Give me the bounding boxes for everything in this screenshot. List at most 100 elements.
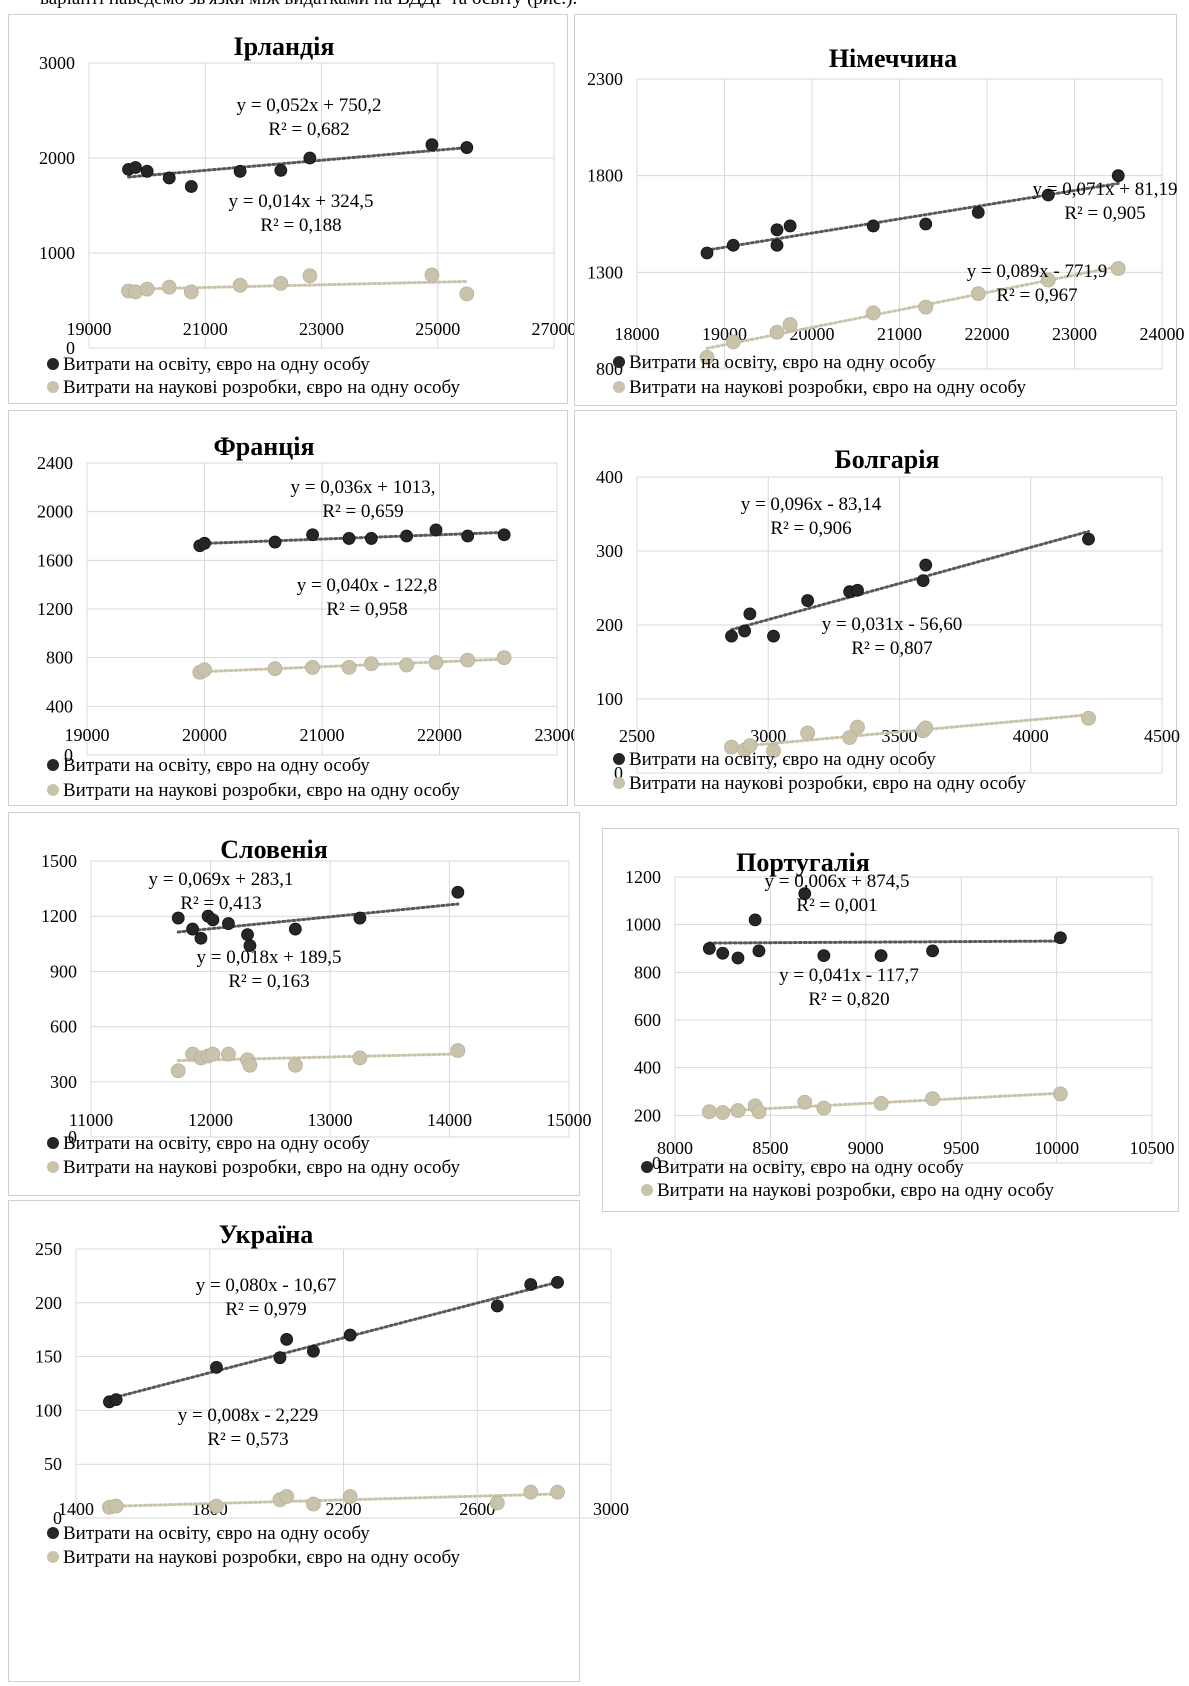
trend-r2-education: R² = 0,682 xyxy=(268,119,349,140)
chart-france: Франція 0 400 800 1200 1600 2000 2400 19000 20000… xyxy=(37,432,580,801)
legend-label-rnd: Витрати на наукові розробки, євро на одн… xyxy=(63,377,460,398)
data-point-rnd xyxy=(428,655,444,670)
data-point-education xyxy=(268,535,282,549)
y-tick-label: 400 xyxy=(46,696,73,716)
trend-equation-rnd: y = 0,031x - 56,60 xyxy=(822,614,963,635)
x-tick-label: 19000 xyxy=(65,725,110,745)
legend-label-rnd: Витрати на наукові розробки, євро на одн… xyxy=(63,1157,460,1178)
trend-equation-rnd: y = 0,089x - 771,9 xyxy=(967,261,1108,282)
x-tick-label: 8500 xyxy=(752,1138,788,1158)
y-tick-label: 300 xyxy=(596,541,623,561)
y-tick-label: 250 xyxy=(35,1239,62,1259)
data-point-education xyxy=(1082,532,1095,546)
legend-marker-education xyxy=(47,1527,59,1539)
chart-ukraine: Україна050100150200250140018002200260030… xyxy=(35,1220,629,1568)
data-point-education xyxy=(460,141,474,154)
trend-equation-education: y = 0,080x - 10,67 xyxy=(196,1275,337,1296)
legend-marker-rnd xyxy=(47,784,59,796)
y-tick-label: 50 xyxy=(44,1454,62,1474)
legend-label-education: Витрати на освіту, євро на одну особу xyxy=(63,1523,370,1544)
data-point-education xyxy=(306,528,320,542)
y-tick-label: 1200 xyxy=(41,906,77,926)
y-tick-label: 0 xyxy=(68,1127,77,1147)
x-tick-label: 4500 xyxy=(1144,726,1180,746)
trend-equation-education: y = 0,071x + 81,19 xyxy=(1033,179,1178,200)
chart-title: Словенія xyxy=(220,835,328,864)
x-tick-label: 14000 xyxy=(427,1110,472,1130)
data-point-education xyxy=(919,558,933,572)
y-tick-label: 1000 xyxy=(39,243,75,263)
legend-marker-education xyxy=(641,1161,653,1173)
data-point-rnd xyxy=(873,1096,889,1111)
data-point-education xyxy=(770,238,784,252)
chart-title: Ірландія xyxy=(234,32,335,61)
trend-equation-education: y = 0,069x + 283,1 xyxy=(149,869,294,890)
data-point-rnd xyxy=(970,286,986,302)
trend-r2-education: R² = 0,413 xyxy=(180,893,261,914)
y-tick-label: 0 xyxy=(652,1153,661,1173)
data-point-rnd xyxy=(460,652,476,668)
data-point-rnd xyxy=(302,268,318,284)
data-point-rnd xyxy=(197,662,212,678)
trend-r2-rnd: R² = 0,573 xyxy=(207,1429,288,1450)
data-point-rnd xyxy=(363,656,379,672)
data-point-education xyxy=(926,944,939,958)
data-point-education xyxy=(551,1275,564,1289)
legend-label-rnd: Витрати на наукові розробки, євро на одн… xyxy=(657,1180,1054,1201)
trend-equation-rnd: y = 0,018x + 189,5 xyxy=(197,947,342,968)
x-tick-label: 21000 xyxy=(877,324,922,344)
x-tick-label: 13000 xyxy=(308,1110,353,1130)
data-point-rnd xyxy=(267,661,283,677)
trend-equation-education: y = 0,052x + 750,2 xyxy=(237,95,382,116)
data-point-rnd xyxy=(918,299,934,315)
data-point-education xyxy=(233,164,247,178)
x-tick-label: 15000 xyxy=(547,1110,592,1130)
legend-marker-rnd xyxy=(47,381,59,393)
chart-panel-ireland: Ірландія 0 1000 2000 3000 19000 21000 23000 2500… xyxy=(8,14,577,404)
legend-label-education: Витрати на освіту, євро на одну особу xyxy=(63,354,370,375)
data-point-education xyxy=(702,942,716,955)
data-point-rnd xyxy=(242,1057,258,1073)
legend-marker-rnd xyxy=(613,381,625,393)
data-point-education xyxy=(194,931,208,945)
legend-label-rnd: Витрати на наукові розробки, євро на одн… xyxy=(629,773,1026,794)
data-point-rnd xyxy=(489,1495,505,1511)
data-point-rnd xyxy=(850,719,865,735)
trendline-education xyxy=(730,529,1090,632)
x-tick-label: 21000 xyxy=(300,725,345,745)
data-point-education xyxy=(1041,188,1055,202)
data-point-rnd xyxy=(1081,710,1096,726)
legend-label-education: Витрати на освіту, євро на одну особу xyxy=(629,749,936,770)
data-point-education xyxy=(353,911,367,925)
data-point-rnd xyxy=(523,1484,539,1500)
y-tick-label: 1000 xyxy=(625,915,661,935)
legend-marker-education xyxy=(613,356,625,368)
data-point-education xyxy=(198,536,211,550)
y-tick-label: 1200 xyxy=(625,867,661,887)
x-tick-label: 8000 xyxy=(657,1138,693,1158)
data-point-education xyxy=(429,523,443,537)
trend-equation-education: y = 0,096x - 83,14 xyxy=(741,494,882,515)
data-point-education xyxy=(241,928,254,941)
data-point-rnd xyxy=(352,1050,368,1066)
trend-r2-education: R² = 0,659 xyxy=(322,501,403,522)
data-point-rnd xyxy=(769,324,785,340)
data-point-education xyxy=(748,913,762,927)
x-tick-label: 21000 xyxy=(183,319,228,339)
y-tick-label: 0 xyxy=(53,1508,62,1528)
data-point-rnd xyxy=(797,1094,813,1110)
data-point-rnd xyxy=(306,1496,321,1512)
data-point-rnd xyxy=(550,1484,565,1500)
chart-panel-france: Франція 0 400 800 1200 1600 2000 2400 19000 20000… xyxy=(8,410,580,806)
y-tick-label: 0 xyxy=(66,338,75,358)
data-point-rnd xyxy=(342,1489,358,1504)
data-point-education xyxy=(726,238,740,252)
data-point-rnd xyxy=(209,1498,224,1514)
data-point-education xyxy=(109,1393,123,1407)
y-tick-label: 400 xyxy=(596,467,623,487)
data-point-rnd xyxy=(341,659,357,675)
trendline-education xyxy=(107,1280,559,1401)
data-point-rnd xyxy=(782,317,798,332)
x-tick-label: 23000 xyxy=(535,725,580,745)
chart-panel-germany: Німеччина 800 1300 1800 2300 18000 19000 20000 2… xyxy=(574,14,1185,406)
